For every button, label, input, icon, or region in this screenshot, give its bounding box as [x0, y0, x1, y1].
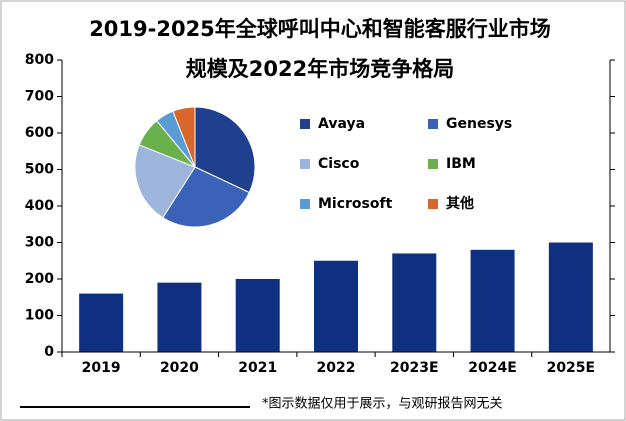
- y-tick-label: 800: [25, 52, 54, 68]
- y-tick-label: 400: [25, 198, 54, 214]
- legend-swatch: [300, 159, 310, 169]
- bar: [392, 253, 437, 352]
- legend-label: 其他: [446, 195, 474, 212]
- bar: [157, 282, 202, 352]
- bar: [470, 249, 515, 352]
- y-tick-label: 300: [25, 235, 54, 251]
- legend-swatch: [300, 199, 310, 209]
- pie-slice: [172, 106, 196, 168]
- pie-slice: [194, 106, 256, 194]
- chart-title: 2019-2025年全球呼叫中心和智能客服行业市场: [89, 17, 551, 41]
- legend-label: Avaya: [318, 116, 365, 132]
- legend-label: Genesys: [446, 116, 512, 132]
- bar: [79, 293, 124, 352]
- x-tick-label: 2023E: [390, 360, 439, 376]
- x-tick-label: 2024E: [468, 360, 517, 376]
- y-tick-label: 0: [44, 344, 54, 360]
- bar: [314, 260, 358, 352]
- footnote: *图示数据仅用于展示，与观研报告网无关: [262, 397, 503, 412]
- legend-swatch: [428, 199, 438, 209]
- pie-slice: [134, 144, 196, 219]
- y-tick-label: 600: [25, 125, 54, 141]
- x-tick-label: 2021: [238, 360, 277, 376]
- y-tick-label: 700: [25, 89, 54, 105]
- legend-label: Microsoft: [318, 196, 393, 212]
- legend-swatch: [300, 119, 310, 129]
- legend-swatch: [428, 159, 438, 169]
- pie-slice: [162, 166, 250, 228]
- legend-label: Cisco: [318, 156, 360, 172]
- y-tick-label: 100: [25, 308, 54, 324]
- y-tick-label: 500: [25, 162, 54, 178]
- chart-title: 规模及2022年市场竞争格局: [186, 57, 454, 81]
- x-tick-label: 2020: [160, 360, 199, 376]
- x-tick-label: 2022: [317, 360, 356, 376]
- legend-swatch: [428, 119, 438, 129]
- y-tick-label: 200: [25, 271, 54, 287]
- x-tick-label: 2019: [82, 360, 121, 376]
- legend-label: IBM: [446, 156, 476, 172]
- x-tick-label: 2025E: [547, 360, 596, 376]
- bar: [548, 242, 593, 352]
- bar: [235, 279, 280, 352]
